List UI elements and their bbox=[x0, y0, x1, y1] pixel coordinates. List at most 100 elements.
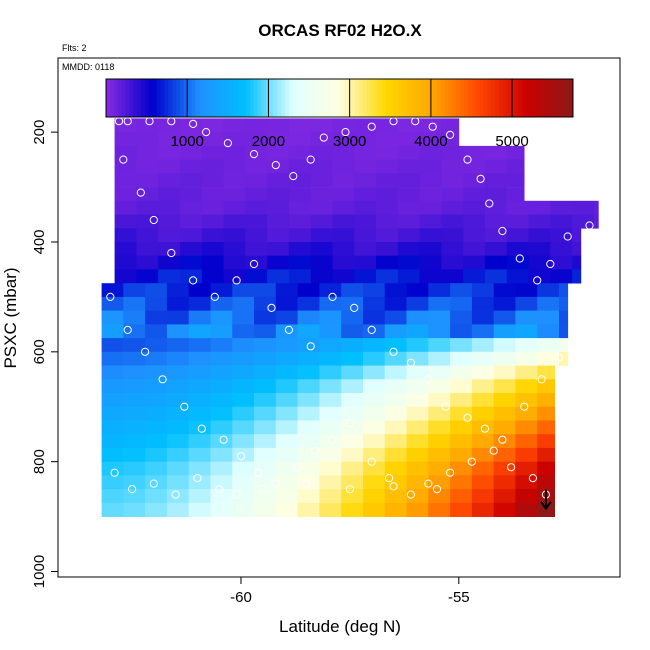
colorbar-segment bbox=[133, 79, 138, 117]
heatmap-cell bbox=[166, 434, 190, 449]
heatmap-cell bbox=[341, 461, 364, 476]
heatmap-cell bbox=[254, 434, 277, 449]
heatmap-cell bbox=[188, 475, 211, 490]
heatmap-cell bbox=[363, 324, 386, 339]
heatmap-cell bbox=[188, 379, 211, 394]
colorbar-segment bbox=[471, 79, 477, 117]
colorbar-segment bbox=[401, 79, 407, 117]
heatmap-cell bbox=[201, 200, 224, 215]
heatmap-cell bbox=[223, 118, 246, 133]
heatmap-cell bbox=[297, 296, 320, 311]
heatmap-cell bbox=[297, 447, 320, 462]
heatmap-cell bbox=[471, 475, 495, 490]
heatmap-cell bbox=[406, 393, 429, 408]
colorbar-segment bbox=[277, 79, 282, 117]
heatmap-cell bbox=[101, 434, 124, 449]
heatmap-cell bbox=[537, 475, 555, 490]
observation-point bbox=[293, 463, 302, 472]
heatmap-cell bbox=[463, 200, 486, 215]
heatmap-cell bbox=[123, 310, 146, 325]
heatmap-cell bbox=[515, 447, 538, 462]
heatmap-cell bbox=[254, 475, 277, 490]
heatmap-cell bbox=[136, 228, 159, 243]
heatmap-cell bbox=[332, 159, 355, 174]
heatmap-cell bbox=[493, 393, 516, 408]
colorbar-segment bbox=[514, 79, 520, 117]
heatmap-cell bbox=[145, 420, 168, 435]
heatmap-cell bbox=[463, 173, 486, 188]
observation-point bbox=[114, 117, 124, 126]
heatmap-cell bbox=[245, 255, 268, 270]
heatmap-cell bbox=[537, 351, 560, 366]
heatmap-cell bbox=[506, 269, 529, 284]
heatmap-cell bbox=[232, 420, 255, 435]
observation-point bbox=[319, 133, 328, 142]
heatmap-cell bbox=[123, 393, 146, 408]
heatmap-cell bbox=[493, 365, 516, 380]
heatmap-cell bbox=[354, 187, 377, 202]
heatmap-cell bbox=[288, 132, 312, 147]
colorbar-segment bbox=[499, 79, 504, 117]
heatmap-cell bbox=[397, 145, 420, 160]
colorbar-segment bbox=[491, 79, 496, 117]
y-tick-label: 400 bbox=[31, 229, 48, 254]
date-label: MMDD: 0118 bbox=[62, 62, 114, 72]
heatmap-cell bbox=[515, 338, 538, 353]
observation-point bbox=[306, 342, 315, 351]
heatmap-cell bbox=[180, 200, 203, 215]
colorbar-segment bbox=[452, 79, 457, 117]
heatmap-cell bbox=[210, 489, 233, 504]
heatmap-cell bbox=[180, 228, 203, 243]
heatmap-cell bbox=[397, 228, 420, 243]
colorbar-tick-label: 1000 bbox=[171, 133, 204, 150]
heatmap-cell bbox=[428, 420, 451, 435]
observation-point bbox=[110, 468, 119, 477]
colorbar-segment bbox=[265, 79, 270, 117]
heatmap-cell bbox=[354, 269, 377, 284]
colorbar-segment bbox=[495, 79, 500, 117]
heatmap-cell bbox=[319, 296, 342, 311]
heatmap-cell bbox=[297, 489, 320, 504]
colorbar-segment bbox=[211, 79, 216, 117]
heatmap-cell bbox=[550, 269, 573, 284]
observation-point bbox=[498, 226, 507, 236]
heatmap-cell bbox=[397, 214, 420, 229]
heatmap-cell bbox=[428, 379, 451, 394]
y-tick-label: 200 bbox=[31, 120, 48, 145]
heatmap-cell bbox=[332, 255, 355, 270]
observation-point bbox=[119, 155, 128, 164]
heatmap-cell bbox=[201, 173, 224, 188]
heatmap-cell bbox=[376, 159, 399, 174]
heatmap-cell bbox=[123, 489, 146, 504]
colorbar-segment bbox=[335, 79, 340, 117]
heatmap-cell bbox=[528, 228, 551, 243]
heatmap-cell bbox=[493, 447, 516, 462]
heatmap-cell bbox=[297, 324, 320, 339]
heatmap-cell bbox=[419, 145, 442, 160]
heatmap-cell bbox=[406, 489, 429, 504]
heatmap-cell bbox=[101, 502, 124, 517]
observation-point bbox=[210, 292, 219, 301]
heatmap-cell bbox=[210, 365, 233, 380]
observation-point bbox=[367, 457, 376, 466]
heatmap-cell bbox=[341, 420, 364, 435]
heatmap-cell bbox=[471, 434, 495, 449]
heatmap-cell bbox=[223, 145, 246, 160]
x-axis-label: Latitude (deg N) bbox=[279, 617, 401, 636]
heatmap-cell bbox=[310, 269, 333, 284]
observation-point bbox=[219, 435, 228, 444]
heatmap-cell bbox=[297, 461, 320, 476]
colorbar-segment bbox=[296, 79, 302, 117]
heatmap-cell bbox=[537, 420, 555, 435]
heatmap-cell bbox=[332, 200, 355, 215]
colorbar-segment bbox=[565, 79, 570, 117]
heatmap-cell bbox=[267, 255, 290, 270]
colorbar-segment bbox=[129, 79, 134, 117]
colorbar-segment bbox=[218, 79, 224, 117]
heatmap-cell bbox=[341, 502, 364, 517]
heatmap-cell bbox=[506, 214, 529, 229]
heatmap-cell bbox=[428, 461, 451, 476]
y-tick-label: 800 bbox=[31, 449, 48, 474]
heatmap-cell bbox=[441, 214, 464, 229]
colorbar-segment bbox=[502, 79, 508, 117]
